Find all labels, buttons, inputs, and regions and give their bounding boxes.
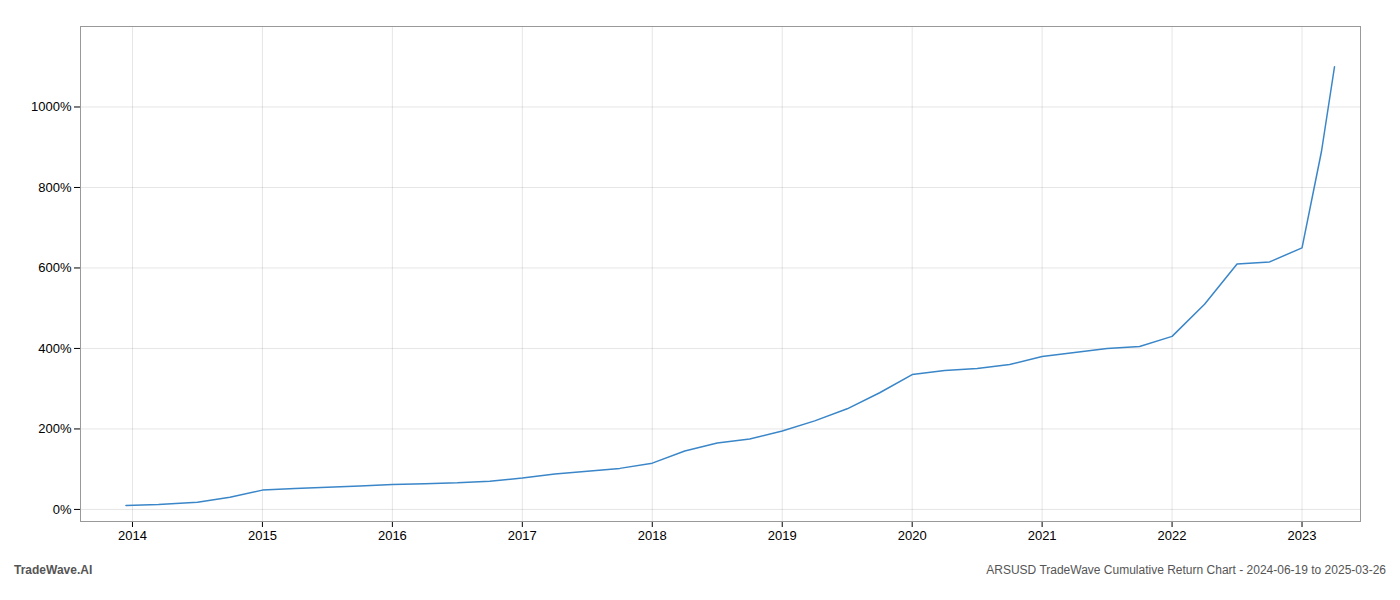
html-text:ARSUSD TradeWave Cumulative Re: ARSUSD TradeWave Cumulative Return Chart… <box>986 563 1386 577</box>
svg-text:400%: 400% <box>38 341 72 356</box>
svg-text:2017: 2017 <box>508 528 537 543</box>
svg-text:2021: 2021 <box>1028 528 1057 543</box>
svg-text:0%: 0% <box>53 502 72 517</box>
svg-text:2016: 2016 <box>378 528 407 543</box>
svg-text:2018: 2018 <box>638 528 667 543</box>
svg-text:2015: 2015 <box>248 528 277 543</box>
html-text:TradeWave.AI: TradeWave.AI <box>14 563 93 577</box>
svg-text:2023: 2023 <box>1288 528 1317 543</box>
svg-text:2022: 2022 <box>1158 528 1187 543</box>
svg-text:200%: 200% <box>38 421 72 436</box>
svg-text:600%: 600% <box>38 260 72 275</box>
svg-text:2020: 2020 <box>898 528 927 543</box>
svg-text:2014: 2014 <box>118 528 147 543</box>
svg-text:800%: 800% <box>38 180 72 195</box>
svg-text:1000%: 1000% <box>31 99 72 114</box>
svg-text:2019: 2019 <box>768 528 797 543</box>
